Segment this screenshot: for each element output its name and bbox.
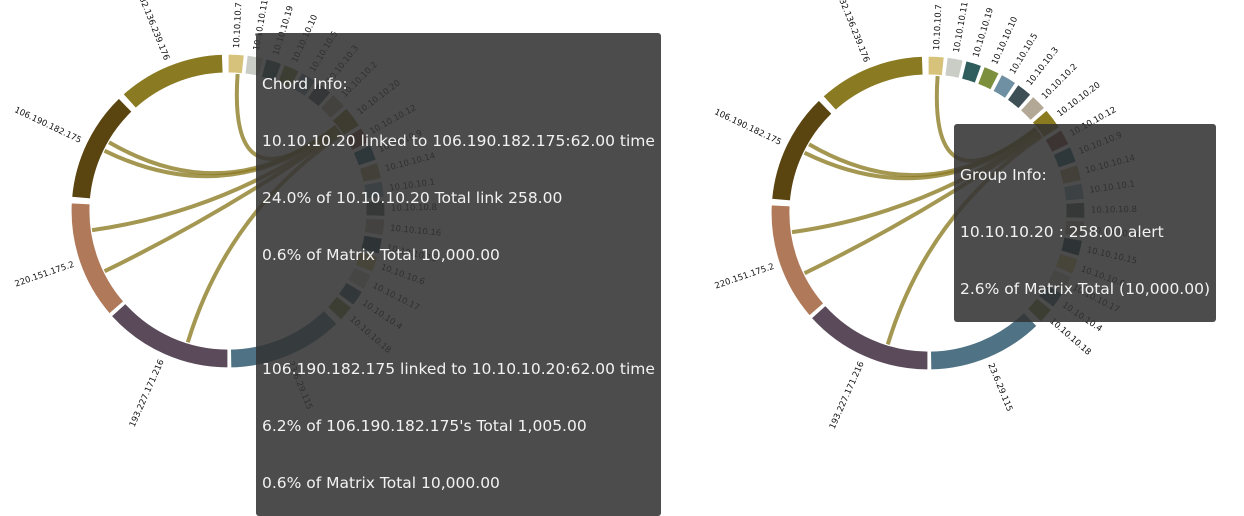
group-info-tooltip: Group Info: 10.10.10.20 : 258.00 alert 2… bbox=[954, 124, 1217, 322]
tooltip-line: 10.10.10.20 linked to 106.190.182.175:62… bbox=[262, 132, 655, 150]
group-arc[interactable] bbox=[991, 73, 1017, 100]
chord-info-tooltip: Chord Info: 10.10.10.20 linked to 106.19… bbox=[256, 33, 661, 516]
group-label: 23.6.29.115 bbox=[985, 362, 1014, 413]
group-arc[interactable] bbox=[770, 204, 825, 317]
tooltip-line: Chord Info: bbox=[262, 75, 348, 93]
group-label: 193.227.171.216 bbox=[828, 360, 867, 431]
group-label: 220.151.175.2 bbox=[14, 260, 76, 290]
group-label: 10.10.10.7 bbox=[932, 4, 944, 50]
group-label: 10.10.10.19 bbox=[971, 7, 996, 59]
tooltip-line: 2.6% of Matrix Total (10,000.00) bbox=[960, 280, 1211, 298]
group-arc[interactable] bbox=[929, 311, 1038, 371]
group-arc[interactable] bbox=[70, 97, 133, 200]
tooltip-line: 6.2% of 106.190.182.175's Total 1,005.00 bbox=[262, 417, 587, 435]
tooltip-line: 24.0% of 10.10.10.20 Total link 258.00 bbox=[262, 189, 563, 207]
group-label: 10.10.10.11 bbox=[952, 1, 971, 53]
group-arc[interactable] bbox=[770, 99, 833, 202]
group-label: 10.10.10.7 bbox=[232, 2, 244, 48]
group-label: 106.190.182.175 bbox=[13, 105, 83, 145]
group-arc[interactable] bbox=[122, 53, 224, 110]
tooltip-line: 0.6% of Matrix Total 10,000.00 bbox=[262, 474, 500, 492]
group-label: 193.227.171.216 bbox=[128, 358, 167, 429]
tooltip-spacer bbox=[262, 303, 655, 322]
group-arc[interactable] bbox=[1019, 95, 1046, 122]
group-arc[interactable] bbox=[810, 304, 929, 371]
group-arc[interactable] bbox=[960, 59, 983, 85]
group-label: 106.190.182.175 bbox=[713, 107, 783, 147]
group-arc[interactable] bbox=[944, 56, 965, 80]
group-arc[interactable] bbox=[822, 55, 924, 112]
tooltip-line: 10.10.10.20 : 258.00 alert bbox=[960, 223, 1164, 241]
tooltip-line: 106.190.182.175 linked to 10.10.10.20:62… bbox=[262, 360, 655, 378]
group-arc[interactable] bbox=[927, 55, 946, 77]
group-label: 232.136.239.176 bbox=[134, 0, 171, 62]
group-arc[interactable] bbox=[1006, 83, 1032, 110]
tooltip-line: 0.6% of Matrix Total 10,000.00 bbox=[262, 246, 500, 264]
group-arc[interactable] bbox=[110, 302, 229, 369]
tooltip-line: Group Info: bbox=[960, 166, 1047, 184]
group-label: 232.136.239.176 bbox=[834, 0, 871, 64]
group-arc[interactable] bbox=[976, 65, 1001, 91]
group-label: 220.151.175.2 bbox=[714, 262, 776, 292]
group-arc[interactable] bbox=[227, 53, 246, 75]
group-arc[interactable] bbox=[70, 202, 125, 315]
